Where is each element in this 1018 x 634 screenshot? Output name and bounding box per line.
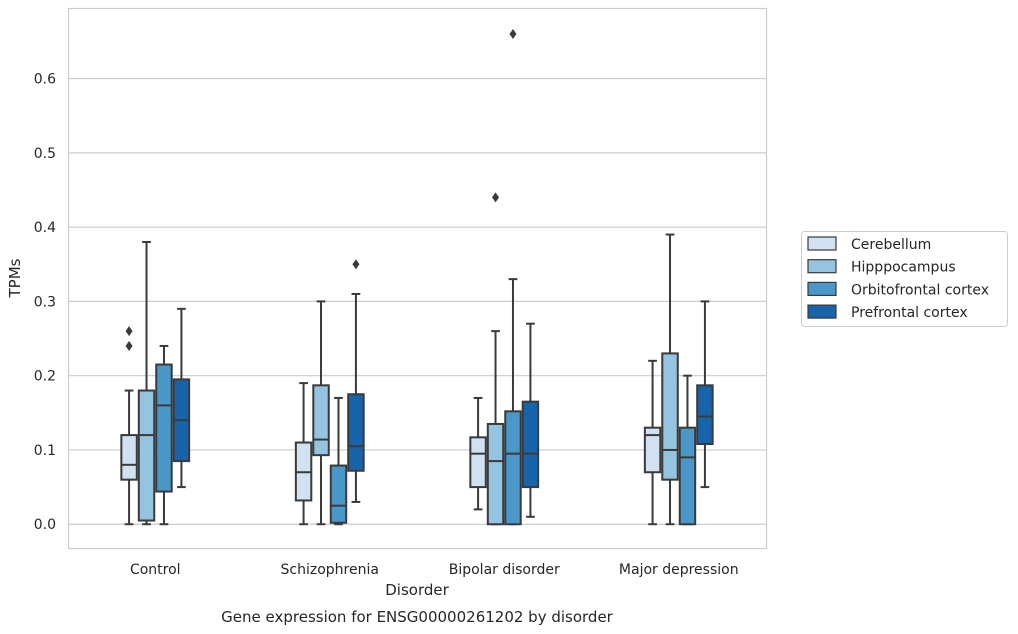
outlier-marker: [509, 28, 517, 39]
box-group: [504, 28, 522, 526]
box-group: [137, 240, 156, 526]
box: [120, 434, 138, 481]
y-tick-label: 0.2: [34, 369, 56, 385]
x-axis-title: Disorder: [385, 581, 449, 599]
box: [486, 422, 505, 526]
box: [504, 410, 522, 526]
y-tick-label: 0.5: [34, 146, 56, 162]
box-group: [643, 359, 662, 526]
box-group: [120, 326, 138, 526]
x-tick-label: Major depression: [619, 562, 739, 578]
y-tick-label: 0.0: [34, 517, 56, 533]
box: [155, 363, 173, 493]
box: [696, 384, 714, 446]
box: [347, 393, 365, 472]
legend-label: Prefrontal cortex: [851, 305, 968, 321]
legend-swatch: [807, 259, 837, 274]
legend-label: Hipppocampus: [851, 260, 956, 276]
x-tick-label: Schizophrenia: [281, 562, 379, 578]
legend-swatch: [807, 281, 837, 296]
box-group: [172, 307, 191, 489]
x-tick-labels: Control Schizophrenia Bipolar disorder Majo…: [130, 562, 739, 578]
box-group: [696, 300, 714, 489]
legend-label: Orbitofrontal cortex: [851, 282, 989, 298]
box: [137, 389, 156, 522]
box: [521, 400, 540, 489]
box-group: [486, 192, 505, 526]
box-group: [661, 233, 679, 526]
box-group: [294, 382, 313, 526]
legend: Cerebellum Hipppocampus Orbitofrontal cort…: [801, 231, 1008, 327]
box-group: [469, 396, 487, 511]
y-tick-label: 0.3: [34, 294, 56, 310]
y-tick-label: 0.6: [34, 72, 56, 88]
outlier-marker: [125, 340, 133, 351]
box: [661, 352, 679, 481]
x-tick-label: Bipolar disorder: [449, 562, 560, 578]
legend-swatch: [807, 236, 837, 251]
chart-caption: Gene expression for ENSG00000261202 by d…: [221, 608, 614, 626]
box-group: [678, 374, 697, 526]
box: [678, 426, 697, 526]
outlier-marker: [125, 326, 133, 337]
box-group: [521, 322, 540, 518]
outlier-marker: [492, 192, 500, 203]
y-tick-label: 0.4: [34, 220, 56, 236]
box: [469, 436, 487, 489]
box: [312, 384, 330, 457]
plot-area: 0.0 0.1 0.2 0.3 0.4 0.5 0.6 Control Schizophren…: [34, 7, 768, 578]
box: [643, 426, 662, 474]
y-tick-labels: 0.0 0.1 0.2 0.3 0.4 0.5 0.6: [34, 72, 56, 534]
box-group: [329, 396, 348, 526]
y-axis-title: TPMs: [6, 258, 24, 298]
box-series: [120, 28, 714, 526]
box: [329, 464, 348, 524]
box-group: [347, 259, 365, 503]
y-tick-label: 0.1: [34, 443, 56, 459]
legend-label: Cerebellum: [851, 237, 931, 253]
box-group: [155, 344, 173, 526]
legend-frame: [801, 231, 1008, 327]
legend-swatch: [807, 304, 837, 319]
box-group: [312, 300, 330, 526]
x-tick-label: Control: [130, 562, 181, 578]
outlier-marker: [352, 259, 360, 270]
